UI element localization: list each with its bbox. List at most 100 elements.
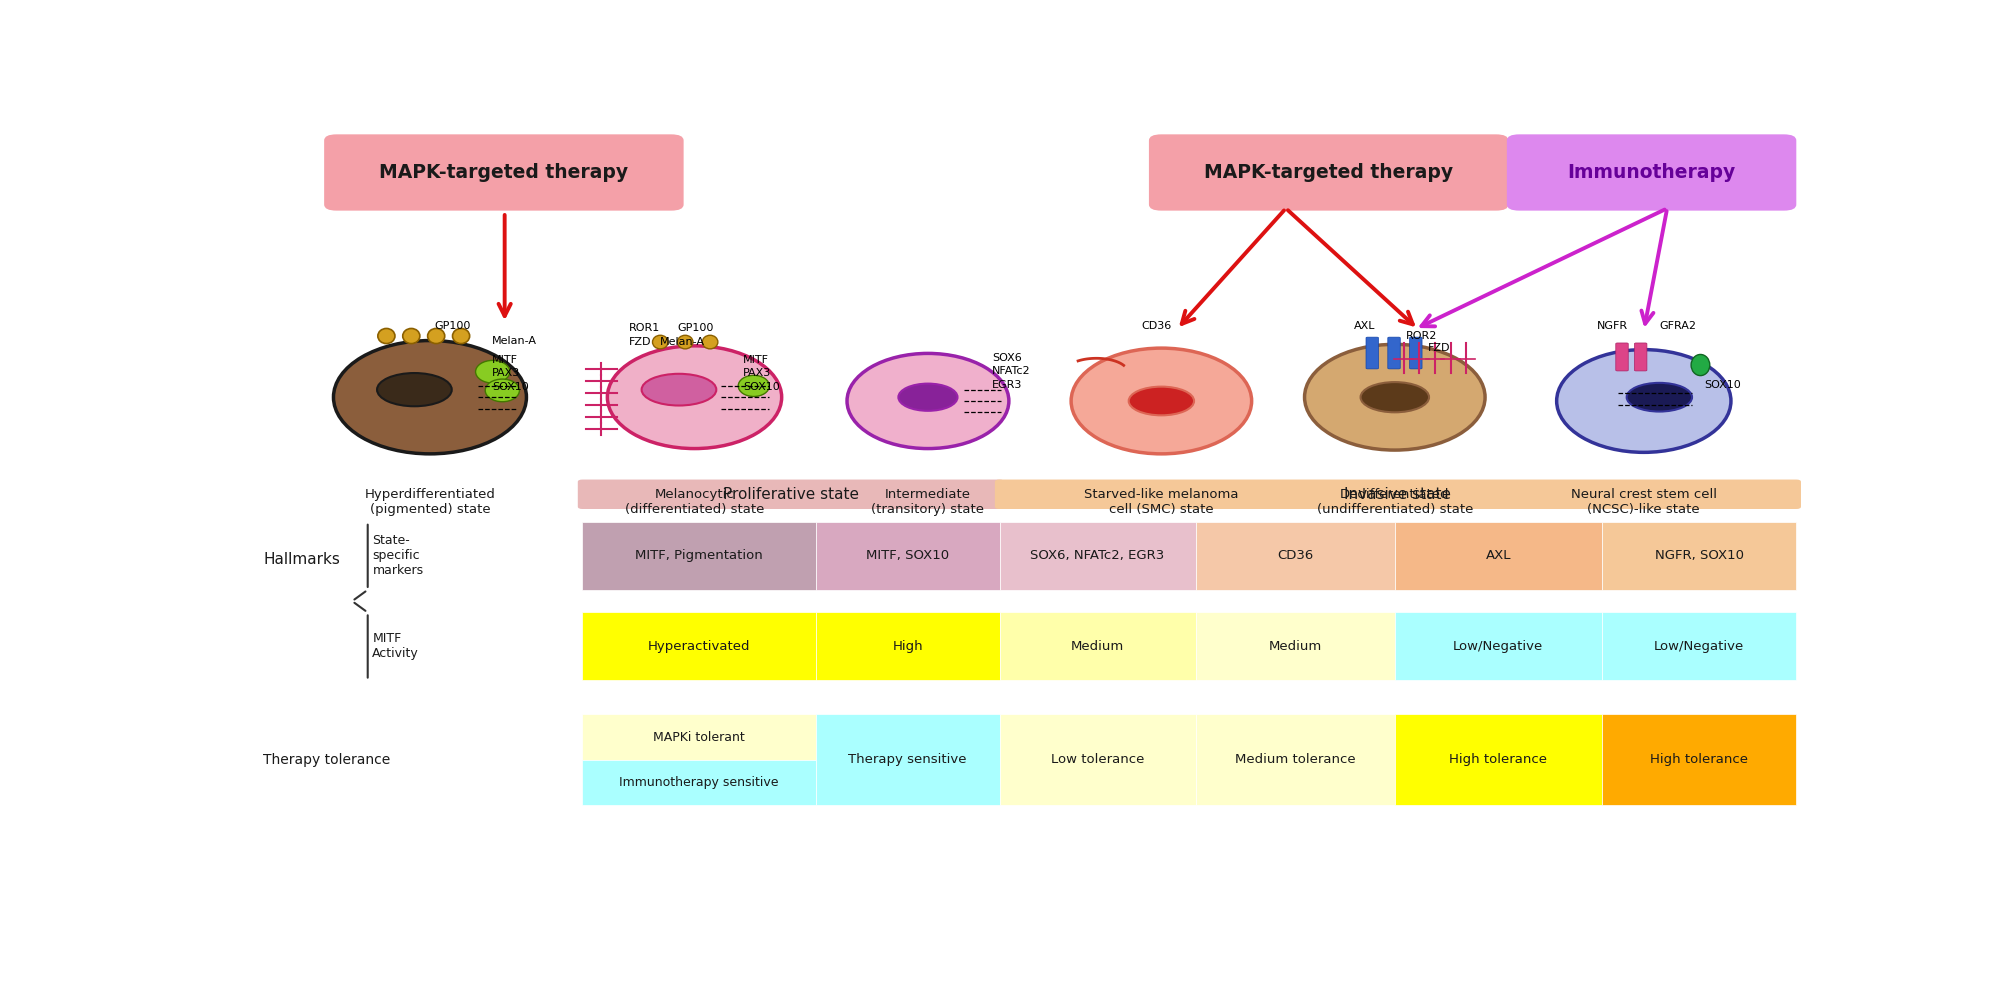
Ellipse shape bbox=[377, 329, 395, 343]
FancyBboxPatch shape bbox=[1194, 612, 1395, 681]
Text: Hyperdifferentiated
(pigmented) state: Hyperdifferentiated (pigmented) state bbox=[365, 488, 496, 516]
Text: State-
specific
markers: State- specific markers bbox=[371, 535, 423, 578]
FancyBboxPatch shape bbox=[1634, 343, 1646, 371]
Text: Melanocytic
(differentiated) state: Melanocytic (differentiated) state bbox=[624, 488, 765, 516]
Ellipse shape bbox=[1555, 349, 1730, 452]
Text: FZD: FZD bbox=[1427, 343, 1449, 353]
Text: MAPK-targeted therapy: MAPK-targeted therapy bbox=[1204, 163, 1453, 182]
Ellipse shape bbox=[333, 340, 526, 454]
Text: SOX10: SOX10 bbox=[743, 382, 779, 392]
Ellipse shape bbox=[897, 384, 957, 411]
Text: CD36: CD36 bbox=[1276, 549, 1313, 562]
Text: SOX6: SOX6 bbox=[991, 353, 1022, 363]
Ellipse shape bbox=[1305, 344, 1485, 450]
FancyBboxPatch shape bbox=[1602, 714, 1796, 805]
Text: EGR3: EGR3 bbox=[991, 380, 1022, 389]
Ellipse shape bbox=[1361, 382, 1429, 412]
Text: NGFR, SOX10: NGFR, SOX10 bbox=[1654, 549, 1742, 562]
FancyBboxPatch shape bbox=[582, 612, 815, 681]
FancyBboxPatch shape bbox=[1395, 612, 1602, 681]
Ellipse shape bbox=[676, 336, 692, 349]
Ellipse shape bbox=[1690, 354, 1708, 376]
Ellipse shape bbox=[1070, 348, 1250, 454]
Text: GFRA2: GFRA2 bbox=[1658, 321, 1696, 331]
Text: Therapy sensitive: Therapy sensitive bbox=[849, 753, 967, 766]
Ellipse shape bbox=[606, 346, 781, 448]
FancyBboxPatch shape bbox=[815, 612, 999, 681]
Text: Neural crest stem cell
(NCSC)-like state: Neural crest stem cell (NCSC)-like state bbox=[1569, 488, 1716, 516]
Text: Invasive state: Invasive state bbox=[1345, 487, 1451, 501]
FancyBboxPatch shape bbox=[1395, 714, 1602, 805]
FancyBboxPatch shape bbox=[578, 480, 1004, 509]
Text: MITF
Activity: MITF Activity bbox=[371, 633, 419, 660]
Text: Low/Negative: Low/Negative bbox=[1654, 640, 1744, 653]
FancyBboxPatch shape bbox=[1194, 714, 1395, 805]
Text: Proliferative state: Proliferative state bbox=[723, 487, 859, 501]
Text: High: High bbox=[891, 640, 923, 653]
Ellipse shape bbox=[377, 373, 452, 406]
Text: Hyperactivated: Hyperactivated bbox=[648, 640, 751, 653]
Text: MAPKi tolerant: MAPKi tolerant bbox=[652, 731, 745, 744]
Text: SOX10: SOX10 bbox=[492, 382, 528, 392]
Text: Low tolerance: Low tolerance bbox=[1050, 753, 1144, 766]
Ellipse shape bbox=[652, 336, 668, 349]
Text: High tolerance: High tolerance bbox=[1650, 753, 1748, 766]
FancyBboxPatch shape bbox=[999, 714, 1194, 805]
Text: NGFR: NGFR bbox=[1596, 321, 1628, 331]
FancyBboxPatch shape bbox=[999, 612, 1194, 681]
FancyBboxPatch shape bbox=[1602, 612, 1796, 681]
Text: SOX10: SOX10 bbox=[1704, 380, 1740, 389]
FancyBboxPatch shape bbox=[1395, 522, 1602, 590]
FancyBboxPatch shape bbox=[1148, 134, 1507, 211]
Text: PAX3: PAX3 bbox=[492, 368, 520, 379]
FancyBboxPatch shape bbox=[1387, 337, 1399, 369]
Ellipse shape bbox=[476, 360, 510, 383]
Text: ROR1: ROR1 bbox=[628, 323, 660, 333]
Text: GP100: GP100 bbox=[434, 321, 472, 331]
FancyBboxPatch shape bbox=[1194, 522, 1395, 590]
FancyBboxPatch shape bbox=[999, 522, 1194, 590]
Text: Hallmarks: Hallmarks bbox=[263, 552, 339, 567]
FancyBboxPatch shape bbox=[1602, 522, 1796, 590]
Text: Intermediate
(transitory) state: Intermediate (transitory) state bbox=[871, 488, 983, 516]
Ellipse shape bbox=[403, 329, 419, 343]
FancyBboxPatch shape bbox=[1409, 337, 1421, 369]
Text: Immunotherapy sensitive: Immunotherapy sensitive bbox=[618, 776, 779, 789]
Text: MITF, SOX10: MITF, SOX10 bbox=[865, 549, 949, 562]
Text: Immunotherapy: Immunotherapy bbox=[1567, 163, 1734, 182]
FancyBboxPatch shape bbox=[1365, 337, 1377, 369]
Text: GP100: GP100 bbox=[676, 323, 712, 333]
Ellipse shape bbox=[452, 329, 470, 343]
Text: High tolerance: High tolerance bbox=[1449, 753, 1547, 766]
Text: CD36: CD36 bbox=[1140, 322, 1170, 332]
Text: MAPK-targeted therapy: MAPK-targeted therapy bbox=[379, 163, 628, 182]
Text: Medium tolerance: Medium tolerance bbox=[1234, 753, 1355, 766]
FancyBboxPatch shape bbox=[993, 480, 1800, 509]
Text: Dedifferentiated
(undifferentiated) state: Dedifferentiated (undifferentiated) stat… bbox=[1317, 488, 1473, 516]
FancyBboxPatch shape bbox=[1505, 134, 1796, 211]
Text: Medium: Medium bbox=[1268, 640, 1321, 653]
Ellipse shape bbox=[427, 329, 444, 343]
Text: Medium: Medium bbox=[1070, 640, 1124, 653]
Text: Starved-like melanoma
cell (SMC) state: Starved-like melanoma cell (SMC) state bbox=[1084, 488, 1238, 516]
FancyBboxPatch shape bbox=[1616, 343, 1628, 371]
Ellipse shape bbox=[486, 379, 520, 402]
Text: NFATc2: NFATc2 bbox=[991, 366, 1030, 376]
Text: Low/Negative: Low/Negative bbox=[1453, 640, 1543, 653]
Text: MITF: MITF bbox=[492, 355, 518, 365]
FancyBboxPatch shape bbox=[582, 714, 815, 759]
Text: FZD: FZD bbox=[628, 336, 652, 346]
Ellipse shape bbox=[739, 376, 769, 396]
Ellipse shape bbox=[642, 374, 716, 405]
Text: Melan-A: Melan-A bbox=[660, 336, 704, 346]
Text: MITF: MITF bbox=[743, 355, 769, 365]
Ellipse shape bbox=[702, 336, 719, 349]
Text: Melan-A: Melan-A bbox=[492, 336, 538, 346]
Text: AXL: AXL bbox=[1485, 549, 1511, 562]
FancyBboxPatch shape bbox=[815, 522, 999, 590]
FancyBboxPatch shape bbox=[582, 522, 815, 590]
Ellipse shape bbox=[847, 353, 1008, 448]
Ellipse shape bbox=[1128, 387, 1194, 415]
Text: Therapy tolerance: Therapy tolerance bbox=[263, 752, 391, 767]
Text: PAX3: PAX3 bbox=[743, 368, 771, 379]
